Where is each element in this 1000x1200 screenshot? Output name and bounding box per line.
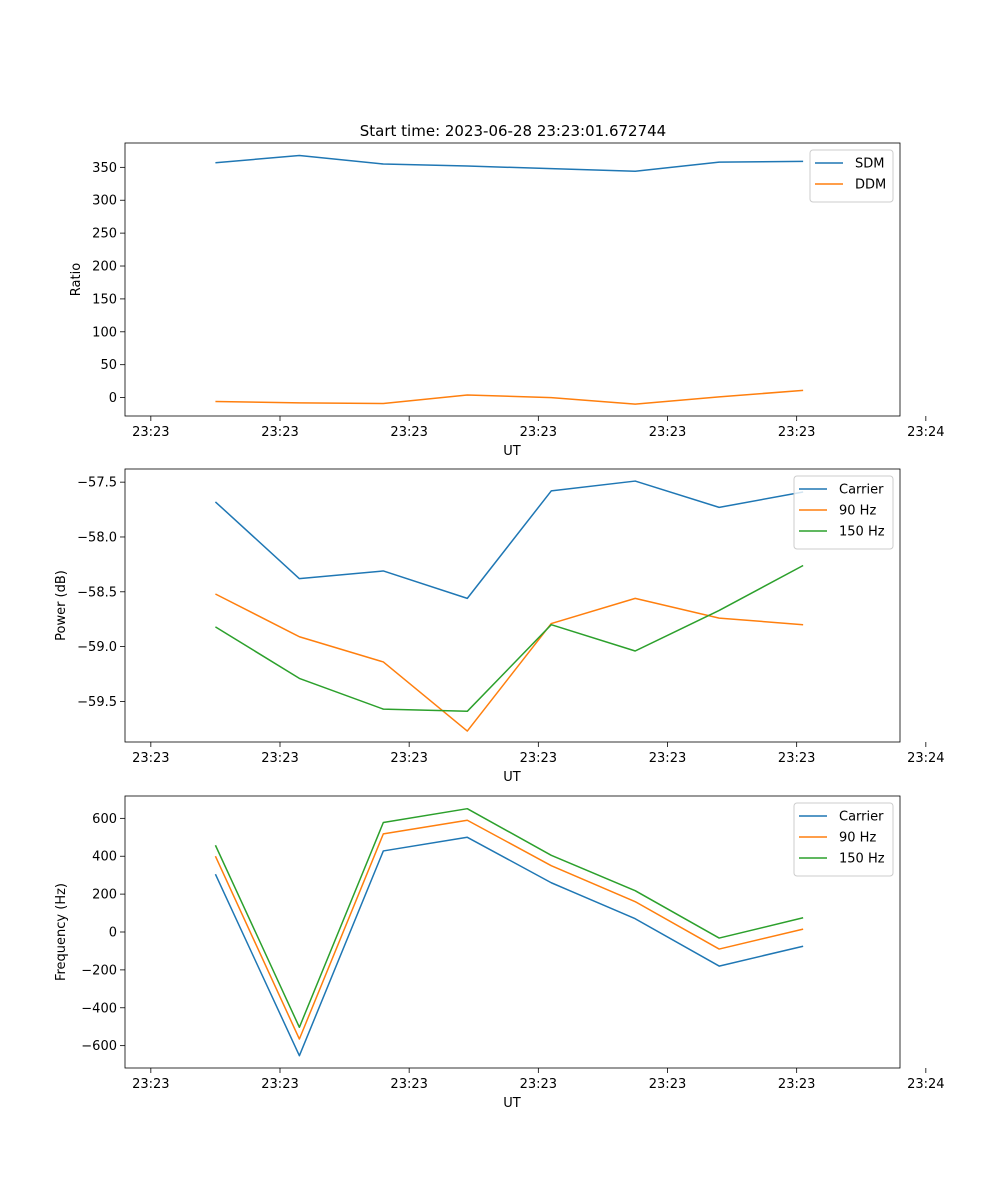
x-tick-label: 23:23 <box>520 751 557 766</box>
series-line-sdm <box>215 154 804 173</box>
legend-label: Carrier <box>839 810 884 825</box>
y-tick-label: 200 <box>92 260 117 275</box>
y-axis-label: Frequency (Hz) <box>54 883 69 981</box>
series-line-150-hz <box>215 564 804 713</box>
legend-label: SDM <box>855 157 884 172</box>
y-tick-label: 350 <box>92 161 117 176</box>
series-line-150-hz <box>214 807 804 1029</box>
series-line-90-hz <box>214 819 804 1040</box>
legend-label: DDM <box>855 178 886 193</box>
y-tick-label: 0 <box>109 926 117 941</box>
panel-1: 23:23 23:23 23:23 23:23 23:23 23:23 23:24 0 50 10… <box>69 142 945 459</box>
y-tick-label: −58.0 <box>77 530 117 545</box>
x-tick-label: 23:23 <box>261 425 298 440</box>
series-line-carrier <box>214 836 804 1057</box>
x-tick-label: 23:23 <box>520 1077 557 1092</box>
legend-label: 90 Hz <box>839 504 876 519</box>
x-tick-label: 23:23 <box>132 425 169 440</box>
y-tick-label: −57.5 <box>77 476 117 491</box>
y-tick-label: −59.5 <box>77 695 117 710</box>
legend: SDM DDM <box>809 149 894 203</box>
x-tick-label: 23:23 <box>649 425 686 440</box>
legend-label: 90 Hz <box>839 831 876 846</box>
y-tick-label: 300 <box>92 194 117 209</box>
x-tick-label: 23:23 <box>649 751 686 766</box>
panel-3: 23:23 23:23 23:23 23:23 23:23 23:23 23:24 −600 −… <box>54 795 945 1111</box>
x-axis-label: UT <box>503 770 521 785</box>
x-tick-label: 23:23 <box>390 1077 427 1092</box>
x-tick-label: 23:23 <box>261 751 298 766</box>
x-tick-label: 23:23 <box>132 751 169 766</box>
x-axis-label: UT <box>503 1096 521 1111</box>
legend-label: 150 Hz <box>839 852 885 867</box>
y-tick-label: 50 <box>100 358 117 373</box>
y-tick-label: −59.0 <box>77 640 117 655</box>
legend: Carrier 90 Hz 150 Hz <box>793 475 894 550</box>
x-tick-label: 23:23 <box>778 1077 815 1092</box>
axes-frame <box>124 142 901 417</box>
y-tick-label: 100 <box>92 325 117 340</box>
x-tick-label: 23:24 <box>907 751 944 766</box>
axes-frame <box>124 468 901 743</box>
legend-label: 150 Hz <box>839 525 885 540</box>
y-tick-label: 250 <box>92 227 117 242</box>
y-tick-label: −400 <box>81 1001 117 1016</box>
x-tick-label: 23:23 <box>649 1077 686 1092</box>
legend: Carrier 90 Hz 150 Hz <box>793 802 894 877</box>
y-tick-label: −200 <box>81 963 117 978</box>
y-axis-label: Ratio <box>69 263 84 296</box>
y-tick-label: −600 <box>81 1039 117 1054</box>
series-line-90-hz <box>215 593 804 732</box>
x-tick-label: 23:23 <box>778 751 815 766</box>
y-tick-label: 0 <box>109 391 117 406</box>
x-tick-label: 23:23 <box>390 425 427 440</box>
panel-2: 23:23 23:23 23:23 23:23 23:23 23:23 23:24 −59.5… <box>54 468 945 785</box>
x-tick-label: 23:23 <box>132 1077 169 1092</box>
x-tick-label: 23:23 <box>778 425 815 440</box>
x-tick-label: 23:24 <box>907 1077 944 1092</box>
y-tick-label: 200 <box>92 888 117 903</box>
legend-label: Carrier <box>839 483 884 498</box>
x-axis-label: UT <box>503 444 521 459</box>
series-line-carrier <box>214 480 804 600</box>
x-tick-label: 23:23 <box>261 1077 298 1092</box>
x-tick-label: 23:23 <box>390 751 427 766</box>
series-line-ddm <box>215 389 804 405</box>
chart-title: Start time: 2023-06-28 23:23:01.672744 <box>360 122 666 140</box>
y-tick-label: 400 <box>92 850 117 865</box>
y-tick-label: −58.5 <box>77 585 117 600</box>
x-tick-label: 23:24 <box>907 425 944 440</box>
x-tick-label: 23:23 <box>520 425 557 440</box>
y-axis-label: Power (dB) <box>54 570 69 641</box>
y-tick-label: 150 <box>92 292 117 307</box>
y-tick-label: 600 <box>92 812 117 827</box>
